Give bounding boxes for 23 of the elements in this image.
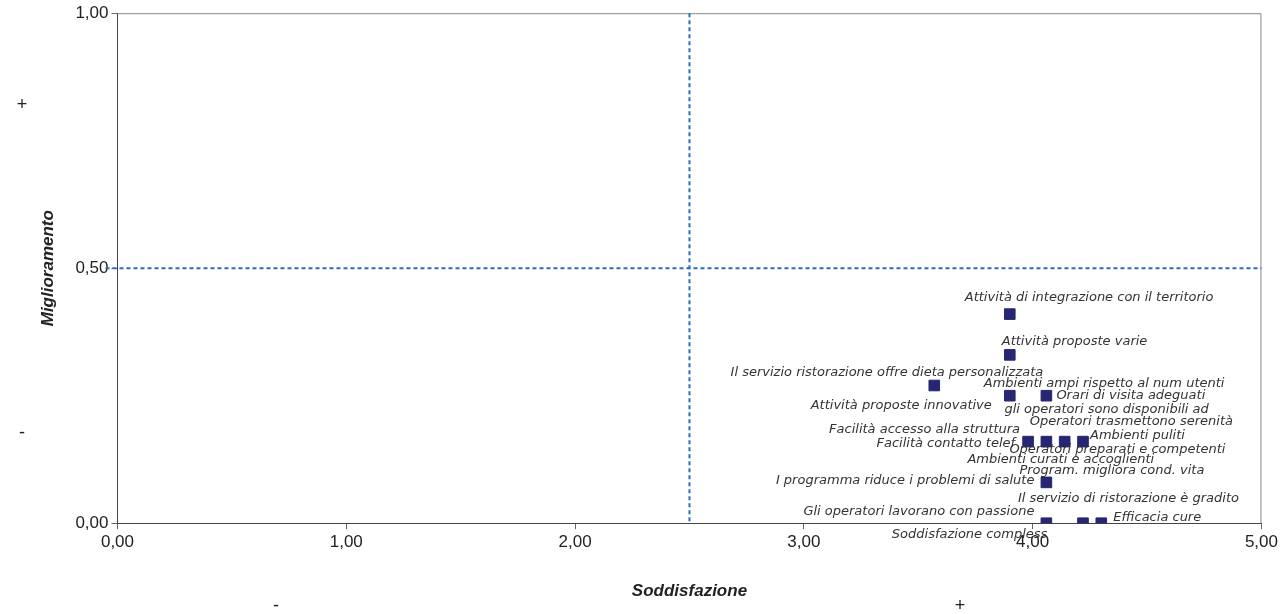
text: +	[954, 594, 966, 614]
y-tick-label: 1,00	[75, 2, 109, 22]
x-tick-label: 3,00	[787, 532, 821, 552]
y-tick-label: 0,50	[75, 257, 109, 277]
annotation: Attività proposte varie	[1000, 332, 1148, 348]
text: -	[19, 421, 25, 443]
text: -	[273, 594, 279, 614]
x-tick-label: 5,00	[1244, 532, 1278, 552]
x-tick-label: 0,00	[100, 532, 135, 552]
annotation: Gli operatori lavorano con passione	[803, 503, 1035, 519]
y-axis-title: Miglioramento	[37, 210, 57, 327]
text: +	[16, 93, 28, 115]
x-tick-label: 2,00	[558, 532, 592, 552]
x-tick-label: 1,00	[329, 532, 363, 552]
annotation: Il servizio ristorazione offre dieta personalizzata	[730, 363, 1044, 379]
annotation: Efficacia cure	[1113, 509, 1202, 525]
annotation: Il servizio di ristorazione è gradito	[1018, 490, 1240, 506]
annotation: Ambienti puliti	[1089, 426, 1186, 442]
annotation: Facilità accesso alla struttura	[829, 420, 1021, 436]
annotation: Attività proposte innovative	[809, 396, 992, 412]
x-axis-title: Soddisfazione	[631, 581, 748, 601]
annotation: Attività di integrazione con il territorio	[963, 289, 1214, 305]
y-tick-label: 0,00	[75, 512, 109, 532]
